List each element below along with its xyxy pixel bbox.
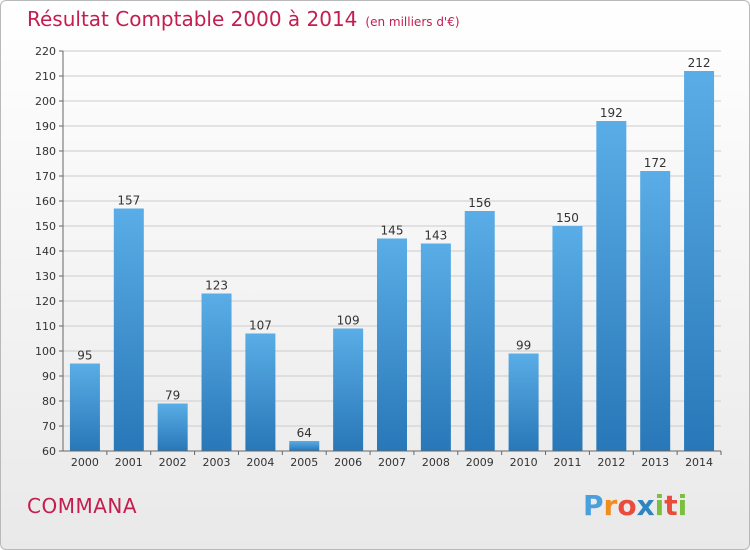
y-tick-label: 80 — [42, 395, 56, 408]
x-tick-label: 2010 — [510, 456, 538, 469]
data-label: 156 — [468, 196, 491, 210]
y-tick-label: 150 — [35, 220, 56, 233]
bar-2003 — [201, 293, 232, 451]
y-tick-label: 170 — [35, 170, 56, 183]
x-tick-label: 2004 — [246, 456, 274, 469]
y-tick-label: 100 — [35, 345, 56, 358]
commune-name: COMMANA — [27, 494, 138, 518]
bar-2013 — [640, 171, 671, 451]
chart-subtitle: (en milliers d'€) — [365, 15, 460, 29]
x-tick-label: 2009 — [466, 456, 494, 469]
bar-2011 — [552, 226, 583, 451]
logo-letter: o — [617, 489, 637, 522]
y-tick-label: 110 — [35, 320, 56, 333]
y-tick-label: 160 — [35, 195, 56, 208]
x-tick-label: 2011 — [553, 456, 581, 469]
x-tick-label: 2014 — [685, 456, 713, 469]
x-tick-label: 2003 — [203, 456, 231, 469]
logo-letter: t — [664, 489, 678, 522]
y-tick-label: 120 — [35, 295, 56, 308]
bar-2005 — [289, 441, 320, 451]
proxiti-logo: Proxiti — [583, 489, 687, 522]
data-label: 192 — [600, 106, 623, 120]
chart-title: Résultat Comptable 2000 à 2014 (en millie… — [27, 7, 460, 31]
y-tick-label: 210 — [35, 70, 56, 83]
bar-2012 — [596, 121, 627, 451]
y-tick-label: 60 — [42, 445, 56, 458]
y-tick-label: 180 — [35, 145, 56, 158]
bar-2004 — [245, 333, 276, 451]
y-tick-label: 200 — [35, 95, 56, 108]
logo-letter: P — [583, 489, 604, 522]
x-tick-label: 2007 — [378, 456, 406, 469]
logo-letter: x — [636, 489, 655, 522]
data-label: 157 — [117, 194, 140, 208]
y-tick-label: 70 — [42, 420, 56, 433]
x-tick-label: 2002 — [159, 456, 187, 469]
bar-2000 — [69, 363, 100, 451]
data-label: 172 — [644, 156, 667, 170]
bar-2010 — [508, 353, 539, 451]
bar-2014 — [684, 71, 715, 451]
data-label: 64 — [297, 426, 312, 440]
data-label: 107 — [249, 319, 272, 333]
x-tick-label: 2006 — [334, 456, 362, 469]
data-label: 212 — [688, 56, 711, 70]
bar-2001 — [113, 208, 144, 451]
data-label: 99 — [516, 339, 531, 353]
bar-2008 — [420, 243, 451, 451]
x-tick-label: 2000 — [71, 456, 99, 469]
data-label: 95 — [77, 349, 92, 363]
data-label: 143 — [424, 229, 447, 243]
bar-2002 — [157, 403, 188, 451]
y-tick-label: 90 — [42, 370, 56, 383]
x-tick-label: 2013 — [641, 456, 669, 469]
data-label: 109 — [337, 314, 360, 328]
x-tick-label: 2001 — [115, 456, 143, 469]
y-tick-label: 190 — [35, 120, 56, 133]
logo-letter: r — [603, 489, 618, 522]
x-tick-label: 2008 — [422, 456, 450, 469]
bar-2006 — [333, 328, 364, 451]
data-label: 150 — [556, 211, 579, 225]
y-tick-label: 140 — [35, 245, 56, 258]
bar-2009 — [464, 211, 495, 451]
data-label: 145 — [381, 224, 404, 238]
y-tick-label: 220 — [35, 45, 56, 58]
data-label: 79 — [165, 389, 180, 403]
bar-2007 — [377, 238, 407, 451]
y-tick-label: 130 — [35, 270, 56, 283]
data-label: 123 — [205, 279, 228, 293]
x-tick-label: 2005 — [290, 456, 318, 469]
x-tick-label: 2012 — [597, 456, 625, 469]
logo-letter: i — [654, 489, 665, 522]
logo-letter: i — [677, 489, 688, 522]
